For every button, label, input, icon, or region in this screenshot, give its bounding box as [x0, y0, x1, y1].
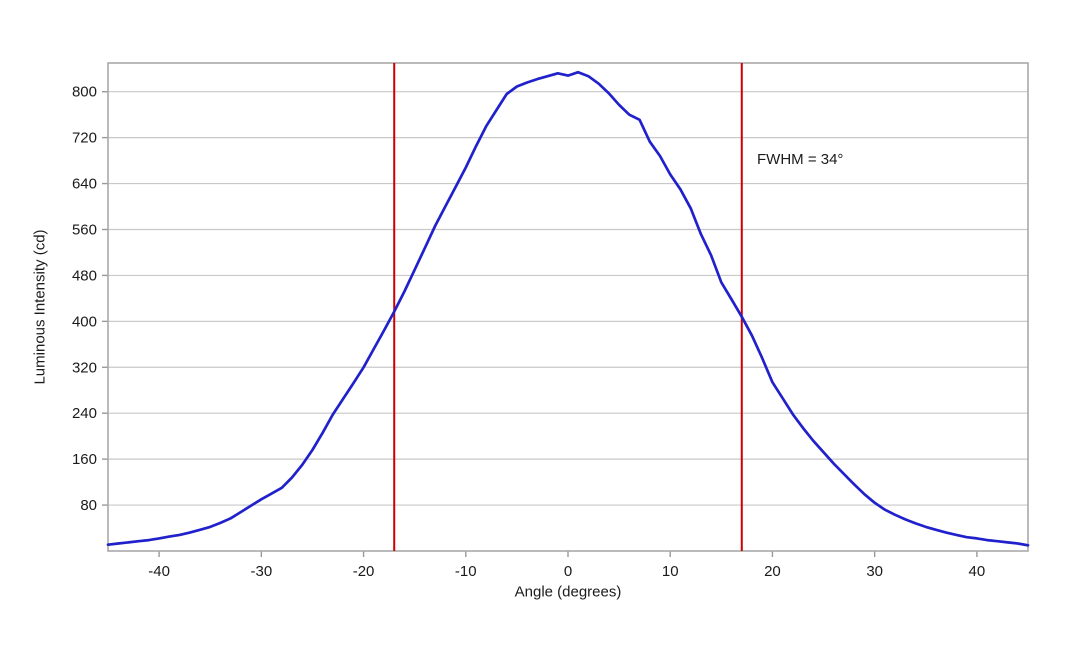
- x-tick-label: 30: [866, 563, 883, 580]
- y-tick-label: 240: [72, 405, 97, 422]
- x-tick-label: 20: [764, 563, 781, 580]
- x-tick-label: 40: [969, 563, 986, 580]
- x-axis-title: Angle (degrees): [514, 583, 622, 601]
- fwhm-annotation: FWHM = 34°: [757, 151, 844, 168]
- x-tick-label: 0: [564, 563, 572, 580]
- y-tick-label: 80: [80, 497, 97, 514]
- x-tick-label: -20: [353, 563, 375, 580]
- intensity-curve: [106, 70, 1030, 547]
- x-tick-label: -10: [455, 563, 477, 580]
- x-tick-label: -40: [148, 563, 170, 580]
- y-tick-label: 400: [72, 313, 97, 330]
- y-tick-label: 320: [72, 359, 97, 376]
- y-tick-label: 160: [72, 451, 97, 468]
- y-axis-title: Luminous Intensity (cd): [31, 229, 49, 385]
- y-tick-label: 720: [72, 130, 97, 147]
- y-tick-label: 480: [72, 267, 97, 284]
- y-tick-label: 640: [72, 176, 97, 193]
- x-tick-label: 10: [662, 563, 679, 580]
- plot-frame: [107, 62, 1029, 552]
- y-tick-label: 560: [72, 221, 97, 238]
- y-tick-label: 800: [72, 84, 97, 101]
- x-tick-label: -30: [250, 563, 272, 580]
